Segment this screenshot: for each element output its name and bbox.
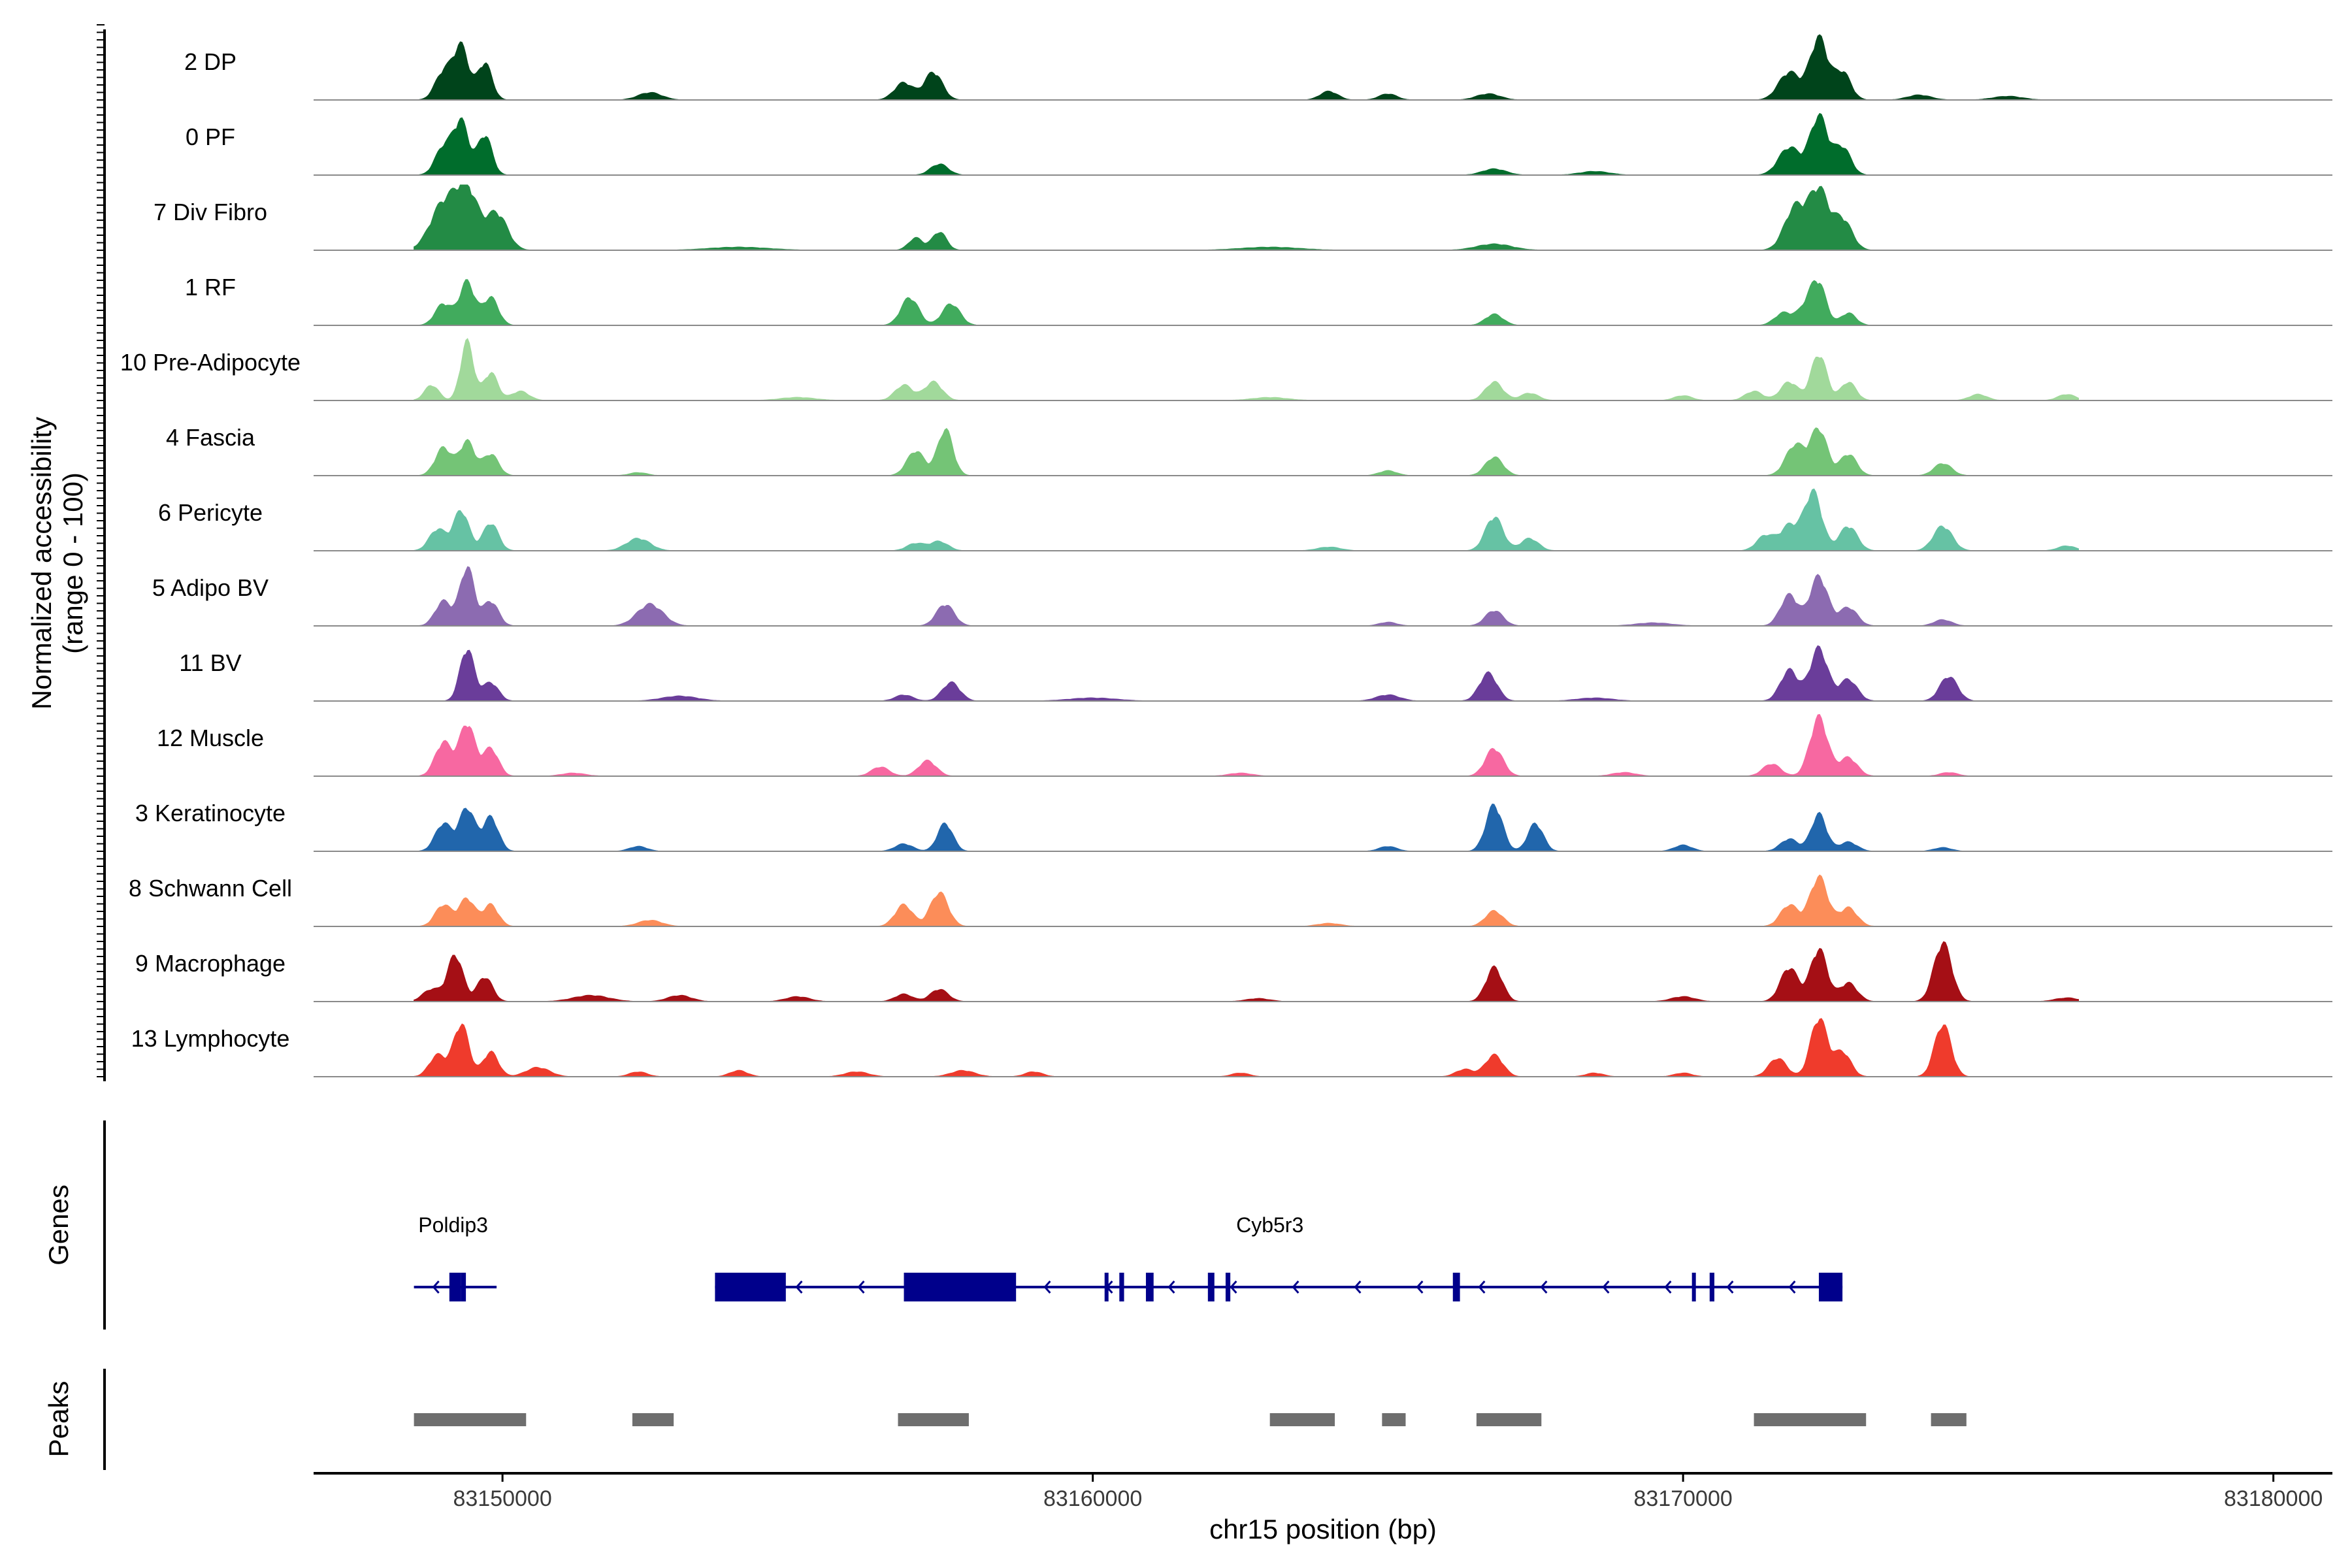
x-tick-label: 83170000 [1633,1486,1732,1511]
gene-strand-arrow [1478,1281,1486,1294]
gene-strand-arrow [1540,1281,1548,1294]
track-label-13: 13 Lymphocyte [131,1025,290,1052]
gene-strand-arrow [1168,1281,1175,1294]
track-label-8: 11 BV [179,649,241,676]
track-label-1: 0 PF [186,123,235,150]
gene-strand-arrow [1602,1281,1610,1294]
peak-region-7 [1931,1413,1967,1426]
track-label-4: 10 Pre-Adipocyte [120,349,301,376]
gene-exon-1-4 [1145,1273,1154,1301]
gene-exon-0-1 [461,1273,466,1301]
track-label-9: 12 Muscle [157,725,264,751]
track-label-5: 4 Fascia [166,424,255,451]
genes-panel-label: Genes [43,1184,74,1266]
peak-region-2 [898,1413,969,1426]
x-tick-label: 83180000 [2224,1486,2323,1511]
gene-name-0: Poldip3 [418,1213,488,1237]
peak-regions-track [414,1413,1967,1426]
y-axis-title-line1: Normalized accessibility [26,417,57,710]
gene-exon-1-9 [1709,1273,1715,1301]
x-tick-label: 83150000 [453,1486,551,1511]
coverage-tracks [314,34,2332,1077]
peaks-panel-label: Peaks [43,1381,74,1458]
peak-region-4 [1382,1413,1406,1426]
track-area-12 [414,941,2079,1002]
gene-strand-arrow [1664,1281,1672,1294]
peak-region-1 [632,1413,674,1426]
gene-strand-arrow [1354,1281,1362,1294]
gene-exon-1-8 [1691,1273,1696,1301]
track-label-10: 3 Keratinocyte [135,800,286,826]
gene-exon-1-0 [715,1273,786,1301]
gene-strand-arrow [432,1281,440,1294]
track-label-11: 8 Schwann Cell [129,875,292,902]
track-label-12: 9 Macrophage [135,950,286,977]
gene-exon-0-0 [449,1273,461,1301]
gene-strand-arrow [795,1281,803,1294]
gene-exon-1-5 [1207,1273,1215,1301]
gene-exon-1-10 [1818,1273,1843,1301]
track-label-6: 6 Pericyte [158,499,263,526]
gene-exon-1-7 [1452,1273,1460,1301]
gene-strand-arrow [857,1281,865,1294]
gene-strand-arrow [1726,1281,1734,1294]
gene-exon-1-2 [1104,1273,1109,1301]
gene-name-1: Cyb5r3 [1236,1213,1303,1237]
coverage-y-ticks [97,24,105,1077]
y-axis-title-line2: (range 0 - 100) [57,472,88,654]
peak-region-3 [1269,1413,1335,1426]
track-label-2: 7 Div Fibro [154,199,267,225]
gene-strand-arrow [1230,1281,1237,1294]
gene-strand-arrow [1043,1281,1051,1294]
gene-annotation-track: Poldip3 Cyb5r3 [414,1213,1843,1301]
peak-region-0 [414,1413,527,1426]
track-label-7: 5 Adipo BV [152,574,269,601]
gene-exon-1-3 [1119,1273,1124,1301]
track-label-3: 1 RF [185,274,236,301]
gene-strand-arrow [1788,1281,1796,1294]
x-axis-title: chr15 position (bp) [1209,1514,1437,1544]
x-axis-ticks: 83150000 83160000 83170000 83180000 [453,1473,2323,1511]
gene-exon-1-1 [904,1273,1017,1301]
track-labels: 2 DP 0 PF 7 Div Fibro 1 RF 10 Pre-Adipocyte 4… [120,48,301,1052]
track-label-0: 2 DP [184,48,237,75]
gene-exon-1-6 [1225,1273,1231,1301]
track-area-2 [414,184,2079,251]
gene-strand-arrow [1416,1281,1424,1294]
gene-strand-arrow [1292,1281,1299,1294]
peak-region-5 [1476,1413,1542,1426]
peak-region-6 [1754,1413,1867,1426]
x-tick-label: 83160000 [1043,1486,1142,1511]
